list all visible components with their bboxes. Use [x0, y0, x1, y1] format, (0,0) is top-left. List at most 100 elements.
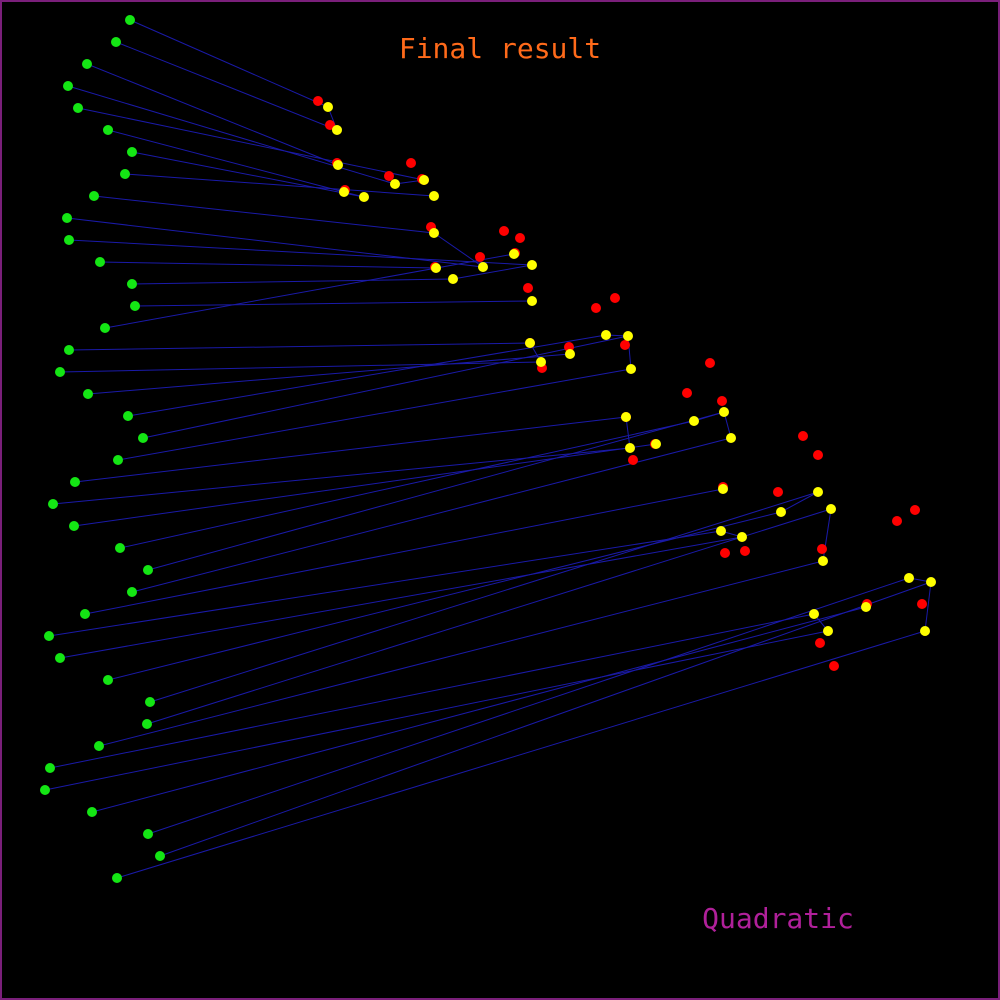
target-point	[313, 96, 323, 106]
target-point	[523, 283, 533, 293]
target-point	[798, 431, 808, 441]
source-point	[127, 147, 137, 157]
source-point	[55, 653, 65, 663]
correspondence-line	[147, 411, 725, 571]
result-point	[737, 532, 747, 542]
correspondence-line	[149, 491, 819, 703]
source-point	[142, 719, 152, 729]
correspondence-line	[59, 361, 542, 373]
result-point	[509, 249, 519, 259]
correspondence-line	[44, 630, 829, 791]
correspondence-line	[52, 447, 631, 505]
result-point	[823, 626, 833, 636]
correspondence-line	[86, 63, 339, 166]
result-point	[536, 357, 546, 367]
correspondence-line	[107, 511, 782, 681]
source-point	[40, 785, 50, 795]
result-point	[904, 573, 914, 583]
correspondence-line	[119, 420, 695, 549]
source-points	[40, 15, 165, 883]
source-point	[62, 213, 72, 223]
result-point	[626, 364, 636, 374]
target-point	[384, 171, 394, 181]
target-point	[406, 158, 416, 168]
source-point	[48, 499, 58, 509]
target-point	[892, 516, 902, 526]
target-point	[740, 546, 750, 556]
source-point	[82, 59, 92, 69]
correspondence-line	[134, 300, 533, 307]
target-point	[910, 505, 920, 515]
result-point	[861, 602, 871, 612]
target-point	[325, 120, 335, 130]
correspondence-line	[104, 253, 515, 329]
correspondence-line	[93, 195, 435, 234]
result-point	[448, 274, 458, 284]
target-point	[720, 548, 730, 558]
result-point	[525, 338, 535, 348]
source-point	[130, 301, 140, 311]
correspondence-line	[117, 368, 632, 461]
source-point	[123, 411, 133, 421]
source-point	[103, 675, 113, 685]
target-point	[682, 388, 692, 398]
result-point	[689, 416, 699, 426]
correspondence-line	[73, 443, 657, 527]
result-point	[726, 433, 736, 443]
target-point	[829, 661, 839, 671]
source-point	[115, 543, 125, 553]
correspondence-line	[68, 239, 533, 266]
result-connector	[433, 232, 484, 268]
source-point	[80, 609, 90, 619]
source-point	[94, 741, 104, 751]
correspondence-line	[147, 577, 910, 835]
target-point	[717, 396, 727, 406]
result-points	[323, 102, 936, 636]
source-point	[127, 587, 137, 597]
correspondence-line	[87, 353, 571, 395]
result-point	[429, 191, 439, 201]
correspondence-line	[107, 129, 345, 193]
source-point	[100, 323, 110, 333]
result-point	[478, 262, 488, 272]
source-point	[55, 367, 65, 377]
source-point	[125, 15, 135, 25]
correspondence-line	[67, 85, 396, 185]
source-point	[113, 455, 123, 465]
source-point	[44, 631, 54, 641]
result-point	[565, 349, 575, 359]
source-point	[111, 37, 121, 47]
result-point	[813, 487, 823, 497]
source-point	[112, 873, 122, 883]
result-point	[339, 187, 349, 197]
target-point	[628, 455, 638, 465]
result-point	[359, 192, 369, 202]
source-point	[63, 81, 73, 91]
target-point	[773, 487, 783, 497]
correspondence-line	[131, 151, 365, 198]
source-point	[155, 851, 165, 861]
result-point	[719, 407, 729, 417]
target-point	[917, 599, 927, 609]
result-point	[431, 263, 441, 273]
target-point	[610, 293, 620, 303]
correspondence-line	[74, 416, 627, 483]
correspondence-line	[142, 335, 629, 439]
result-point	[818, 556, 828, 566]
target-point	[817, 544, 827, 554]
target-point	[813, 450, 823, 460]
source-point	[64, 345, 74, 355]
result-connector	[780, 491, 819, 513]
result-point	[601, 330, 611, 340]
result-point	[621, 412, 631, 422]
correspondence-line	[68, 342, 531, 351]
result-point	[926, 577, 936, 587]
source-point	[45, 763, 55, 773]
result-point	[429, 228, 439, 238]
result-point	[527, 260, 537, 270]
target-point	[705, 358, 715, 368]
result-point	[419, 175, 429, 185]
target-point	[620, 340, 630, 350]
